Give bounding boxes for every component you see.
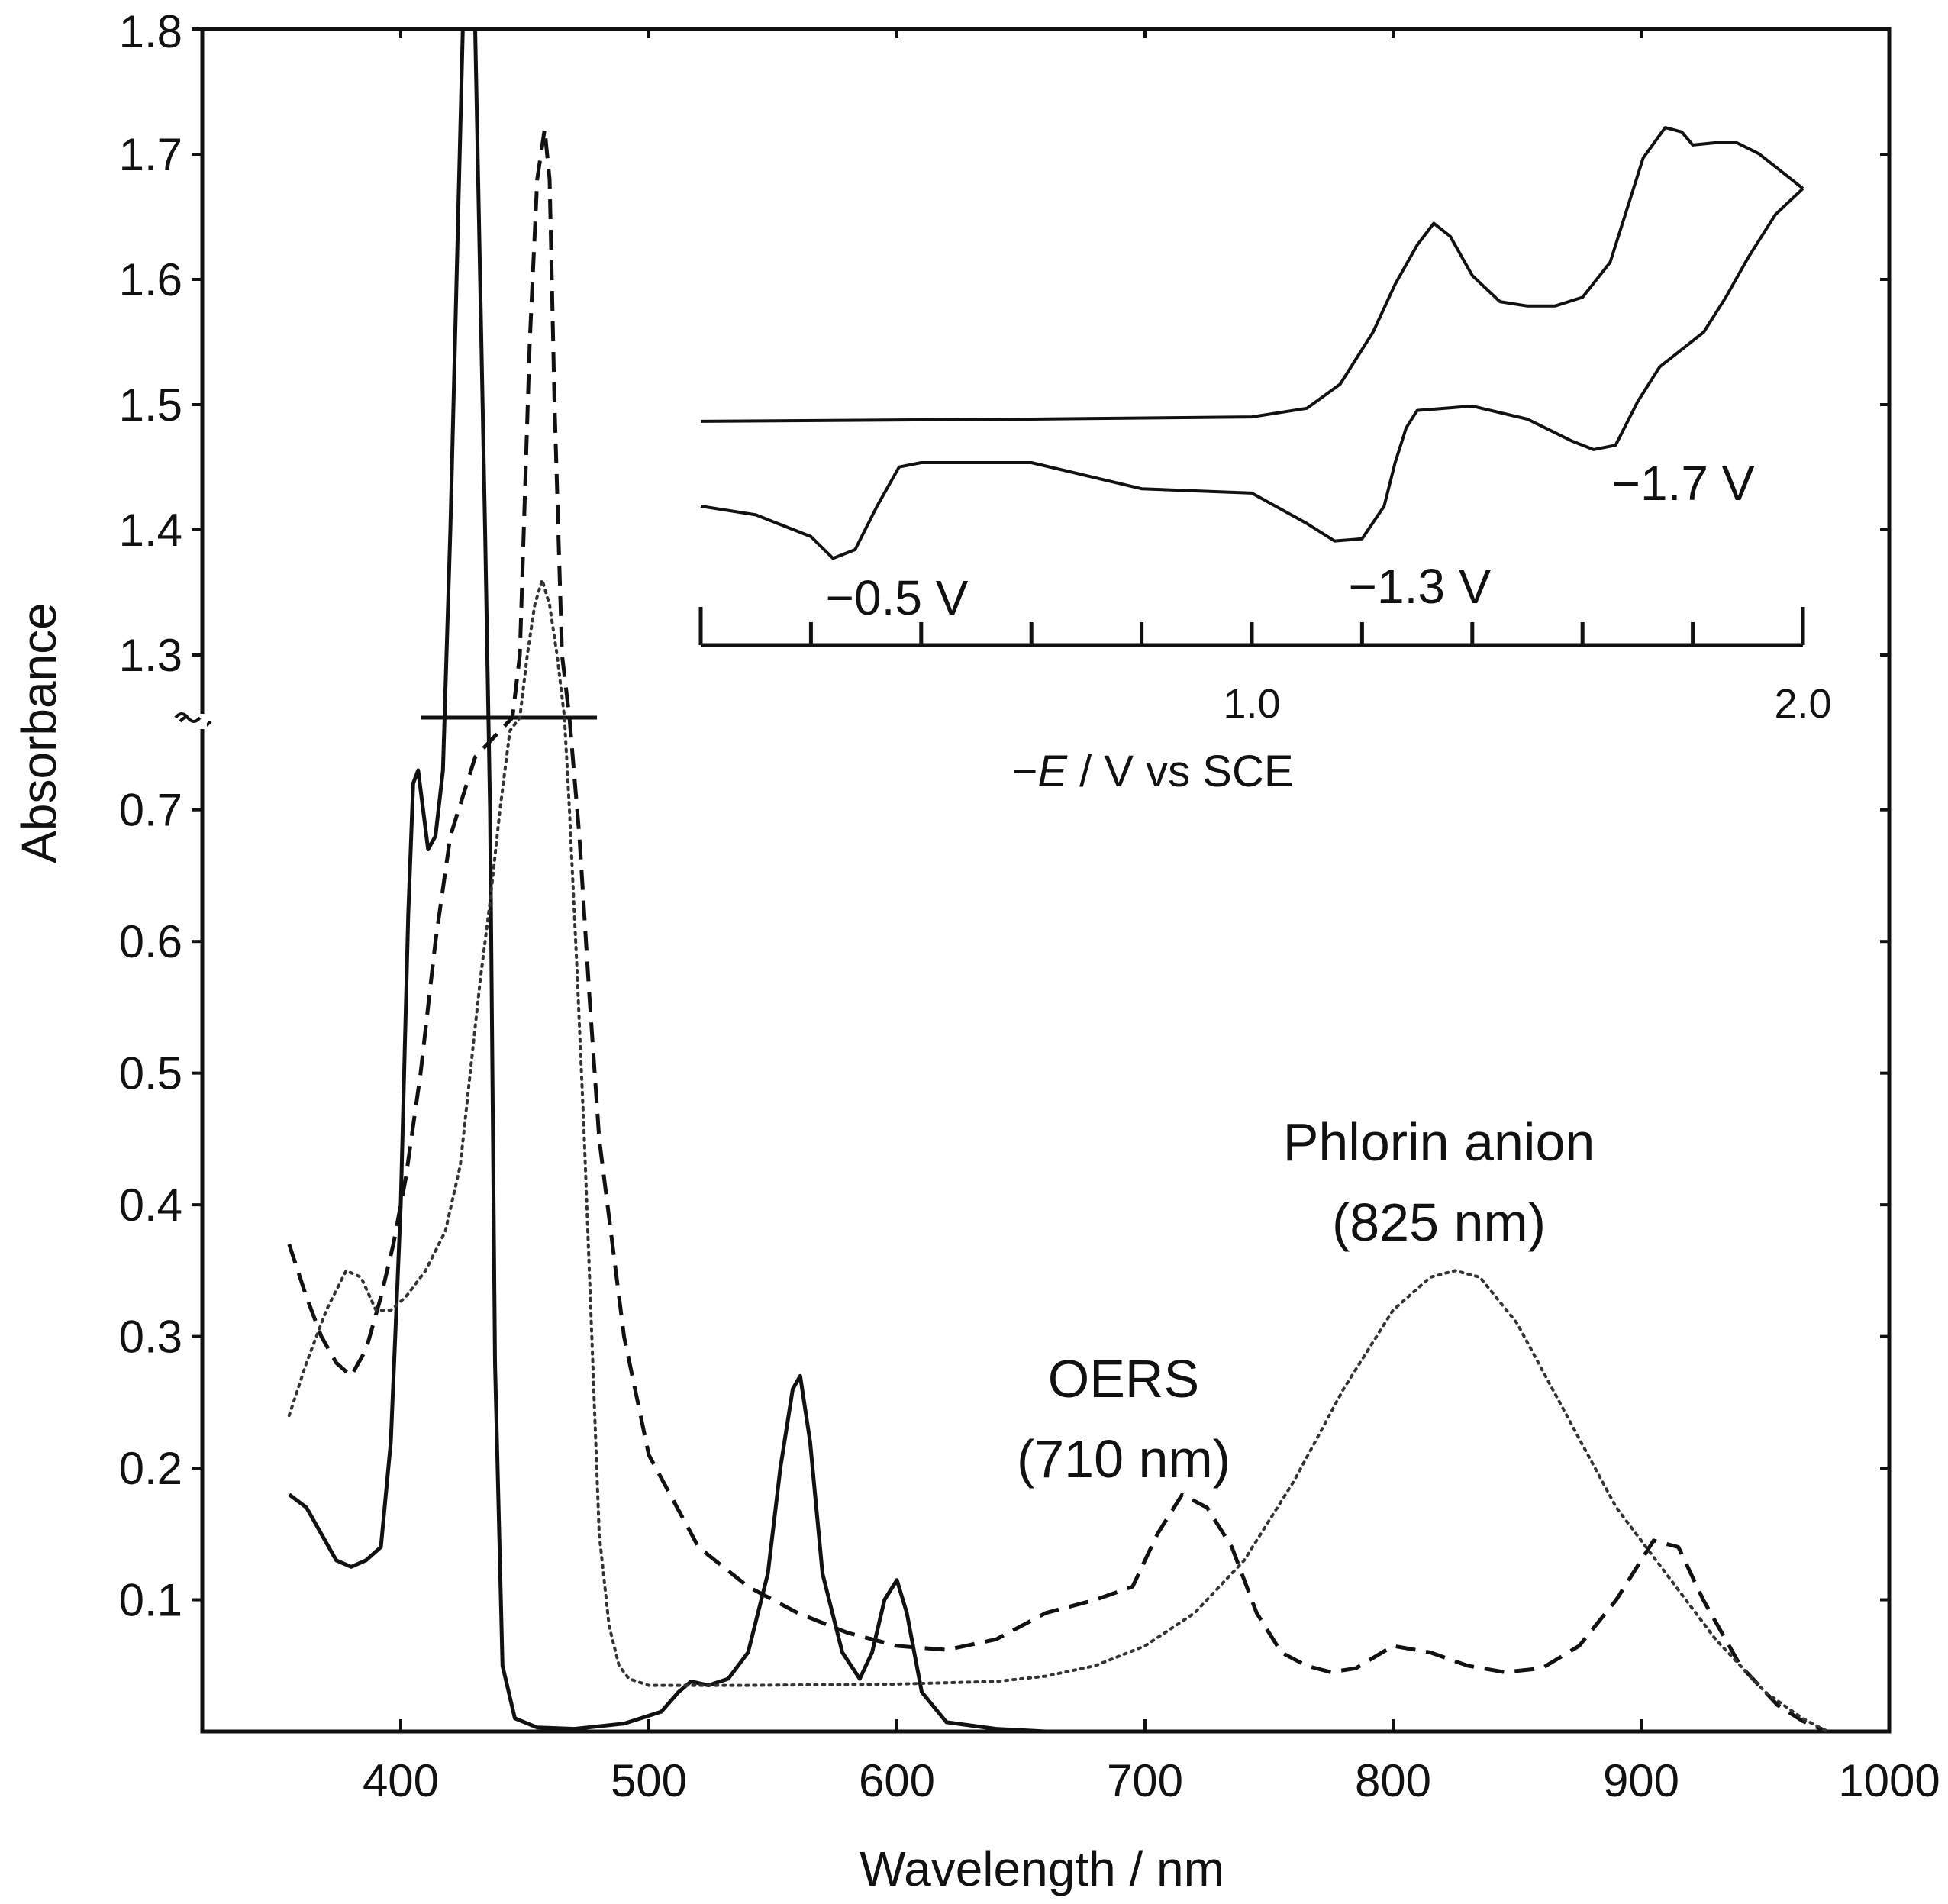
- x-tick-label: 500: [611, 1755, 687, 1806]
- inset-x-label-var: E: [1037, 747, 1068, 796]
- y-axis-break-marker: [174, 712, 212, 729]
- x-tick-label: 400: [363, 1755, 439, 1806]
- y-tick-label: 0.4: [119, 1180, 182, 1231]
- x-tick-label: 1000: [1838, 1755, 1940, 1806]
- inset-x-tick-label: 1.0: [1223, 681, 1280, 727]
- y-tick-label: 0.5: [119, 1048, 182, 1099]
- x-tick-label: 600: [859, 1755, 935, 1806]
- oers-wavelength-label: (710 nm): [1017, 1429, 1230, 1489]
- series-dotted: [287, 578, 1829, 1733]
- inset-x-tick-label: 2.0: [1774, 681, 1831, 727]
- phlorin-wavelength-label: (825 nm): [1332, 1192, 1546, 1252]
- y-axis-label: Absorbance: [11, 602, 66, 863]
- y-tick-label: 0.6: [119, 916, 182, 967]
- y-tick-label: 1.5: [119, 379, 182, 431]
- inset-x-axis: 1.0 2.0: [698, 607, 1832, 727]
- y-tick-label: 0.2: [119, 1443, 182, 1494]
- inset-x-label-prefix: −: [1011, 747, 1037, 796]
- y-tick-label: 1.4: [119, 505, 182, 556]
- inset-series-forward: [700, 126, 1804, 423]
- inset-cv-curves: [700, 126, 1804, 560]
- y-tick-label: 1.8: [119, 6, 182, 57]
- y-tick-label: 1.7: [119, 129, 182, 180]
- inset-peak-label-1.3: −1.3 V: [1349, 559, 1492, 614]
- inset-x-axis-label: −E / V vs SCE: [1011, 747, 1293, 796]
- spectrum-curves: [287, 27, 1829, 1734]
- y-tick-label: 1.6: [119, 254, 182, 305]
- main-axis-ticks: 400 500 600 700 800 900 1000 0.1 0.2 0.3 0.4 0.5 0.6…: [119, 6, 1940, 1806]
- y-tick-label: 0.1: [119, 1575, 182, 1626]
- y-tick-label: 1.3: [119, 630, 182, 681]
- x-tick-label: 900: [1603, 1755, 1679, 1806]
- inset-series-reverse: [700, 187, 1804, 560]
- inset-x-label-suffix: / V vs SCE: [1067, 747, 1294, 796]
- y-tick-label: 0.7: [119, 785, 182, 836]
- inset-peak-label-1.7: −1.7 V: [1612, 456, 1755, 511]
- x-tick-label: 800: [1355, 1755, 1431, 1806]
- y-tick-label: 0.3: [119, 1312, 182, 1363]
- x-axis-label: Wavelength / nm: [860, 1841, 1224, 1896]
- inset-peak-label-0.5: −0.5 V: [826, 570, 969, 625]
- series-dashed: [287, 127, 1828, 1734]
- oers-label: OERS: [1048, 1349, 1199, 1409]
- phlorin-anion-label: Phlorin anion: [1283, 1112, 1595, 1172]
- x-tick-label: 700: [1107, 1755, 1183, 1806]
- inset-cv: 1.0 2.0 −0.5 V −1.3 V −1.7 V −E / V vs SC…: [698, 126, 1832, 796]
- series-solid: [288, 27, 1047, 1734]
